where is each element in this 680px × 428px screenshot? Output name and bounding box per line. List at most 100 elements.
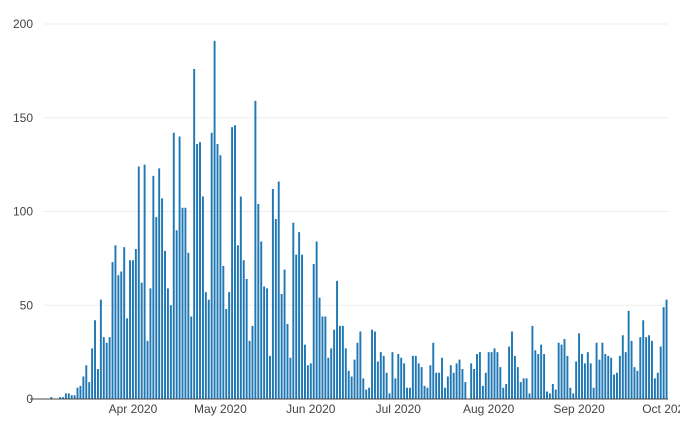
bar bbox=[172, 132, 175, 399]
bar bbox=[420, 367, 423, 400]
bar bbox=[648, 335, 651, 399]
x-tick-label: Aug 2020 bbox=[463, 402, 515, 416]
bar bbox=[271, 189, 274, 399]
bar bbox=[152, 175, 155, 400]
bar bbox=[394, 378, 397, 400]
bar bbox=[627, 310, 630, 400]
bar bbox=[548, 393, 551, 400]
bar bbox=[254, 100, 257, 400]
bar bbox=[96, 369, 99, 399]
bar bbox=[592, 387, 595, 399]
bar bbox=[181, 207, 184, 399]
y-tick-label: 150 bbox=[13, 111, 33, 125]
bar bbox=[204, 292, 207, 400]
bar bbox=[324, 316, 327, 399]
bar bbox=[356, 342, 359, 399]
bar bbox=[91, 348, 94, 400]
bar bbox=[511, 331, 513, 399]
bar bbox=[178, 136, 181, 399]
bar bbox=[484, 372, 487, 399]
bar bbox=[155, 217, 158, 400]
bar bbox=[309, 363, 312, 400]
bar bbox=[339, 325, 341, 400]
bar bbox=[406, 387, 408, 399]
bar bbox=[566, 355, 569, 400]
bar bbox=[327, 357, 330, 399]
bar bbox=[187, 252, 190, 399]
bar bbox=[388, 393, 391, 400]
x-tick-label: Oct 2020 bbox=[642, 402, 680, 416]
bar bbox=[391, 352, 394, 400]
bar bbox=[624, 352, 627, 400]
bar bbox=[190, 316, 193, 399]
bar bbox=[201, 196, 204, 399]
bar bbox=[131, 260, 134, 399]
bar bbox=[589, 363, 592, 400]
bar bbox=[312, 264, 315, 399]
x-tick-label: May 2020 bbox=[194, 402, 247, 416]
bar bbox=[487, 352, 490, 400]
x-tick-label: Jun 2020 bbox=[286, 402, 336, 416]
bar bbox=[557, 342, 560, 399]
bar bbox=[563, 339, 566, 399]
bar bbox=[382, 355, 385, 400]
bar bbox=[164, 250, 166, 400]
bar bbox=[659, 346, 662, 399]
bar bbox=[461, 369, 464, 399]
bar bbox=[280, 294, 283, 399]
bar bbox=[111, 262, 114, 400]
bar bbox=[146, 340, 149, 400]
bar bbox=[376, 361, 379, 399]
bar bbox=[441, 357, 443, 399]
bar bbox=[610, 357, 613, 399]
bar bbox=[417, 363, 420, 400]
bar bbox=[531, 325, 534, 400]
bar bbox=[446, 376, 449, 399]
bar bbox=[516, 367, 519, 400]
bar bbox=[490, 352, 493, 400]
bar bbox=[633, 367, 636, 400]
bar bbox=[333, 329, 336, 400]
bar bbox=[301, 254, 304, 400]
bar bbox=[228, 292, 231, 400]
bar bbox=[283, 269, 286, 400]
y-tick-label: 0 bbox=[26, 392, 33, 406]
bar bbox=[219, 155, 222, 399]
bar bbox=[193, 69, 196, 399]
bar bbox=[368, 387, 371, 399]
bar bbox=[161, 198, 164, 400]
bar bbox=[126, 318, 129, 400]
bar bbox=[102, 337, 105, 400]
bar bbox=[94, 320, 96, 399]
bar bbox=[578, 333, 581, 400]
bar bbox=[277, 181, 280, 399]
bar bbox=[76, 387, 79, 399]
bar bbox=[572, 393, 575, 400]
bar bbox=[374, 331, 376, 399]
bar bbox=[630, 340, 633, 400]
bar bbox=[449, 365, 452, 399]
bar bbox=[120, 271, 123, 399]
bar bbox=[166, 288, 169, 400]
bar bbox=[540, 344, 543, 400]
bar bbox=[50, 397, 53, 400]
bar bbox=[143, 164, 146, 400]
bar bbox=[67, 393, 70, 400]
bar bbox=[519, 382, 522, 400]
bar bbox=[239, 196, 242, 399]
bar bbox=[85, 365, 88, 399]
bar bbox=[242, 260, 245, 399]
bar bbox=[452, 372, 455, 399]
bar bbox=[551, 384, 554, 399]
bar bbox=[140, 282, 143, 399]
bar bbox=[569, 387, 572, 399]
bar bbox=[470, 363, 473, 400]
bar bbox=[543, 354, 546, 399]
bar bbox=[158, 168, 161, 400]
y-tick-label: 100 bbox=[13, 205, 33, 219]
axes: 0 50 100 150 200 Apr 2020 May 2020 Jun 2020 Jul … bbox=[13, 17, 680, 416]
bar bbox=[371, 329, 373, 400]
bar bbox=[79, 385, 82, 400]
bar bbox=[464, 382, 467, 400]
